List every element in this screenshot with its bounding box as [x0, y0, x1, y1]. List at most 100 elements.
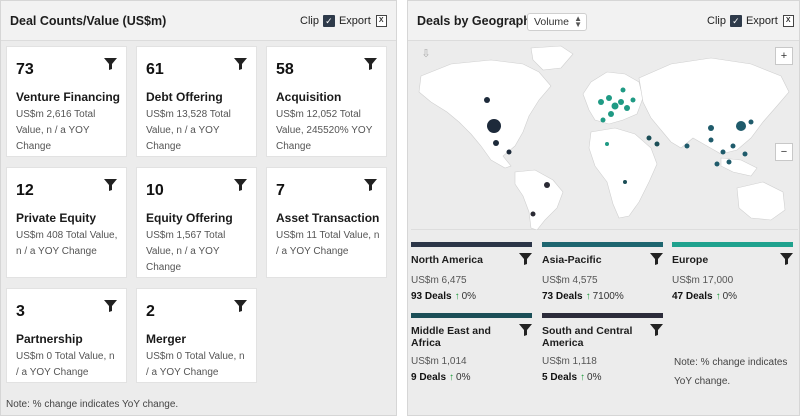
yoy-change: 0% [722, 291, 738, 302]
africa [588, 127, 658, 219]
filter-icon[interactable] [234, 58, 247, 70]
deal-summary: US$m 0 Total Value, n / a YOY Change [16, 351, 115, 378]
south-america [514, 169, 564, 231]
deal-summary: US$m 0 Total Value, n / a YOY Change [146, 351, 245, 378]
deal-type: Debt Offering [146, 90, 223, 104]
deal-count: 47 Deals [672, 291, 713, 302]
region-deals: 5 Deals ↑ 0% [542, 372, 601, 383]
deal-count: 7 [276, 182, 285, 199]
export-button[interactable]: Export [338, 15, 371, 27]
deal-type: Private Equity [16, 211, 97, 225]
filter-icon[interactable] [234, 179, 247, 191]
clip-checkbox[interactable]: ✓ [729, 15, 742, 27]
deal-summary: US$m 12,052 Total Value, 245520% YOY Cha… [276, 109, 373, 152]
deal-counts-header: Deal Counts/Value (US$m) Clip ✓ Export X [1, 1, 396, 41]
yoy-change: 0% [461, 291, 477, 302]
up-arrow-icon: ↑ [449, 372, 455, 383]
panel-title: Deal Counts/Value (US$m) [10, 14, 167, 28]
filter-icon[interactable] [104, 179, 117, 191]
deal-count: 58 [276, 61, 294, 78]
deal-card[interactable]: 7 Asset Transaction US$m 11 Total Value,… [266, 167, 387, 278]
yoy-change: 7100% [592, 291, 624, 302]
up-arrow-icon: ↑ [585, 291, 591, 302]
land-masses [418, 45, 790, 231]
yoy-note: Note: % change indicates YoY change. [674, 357, 788, 387]
world-map[interactable]: ⇩ + − [411, 42, 798, 231]
deal-count: 73 [16, 61, 34, 78]
filter-icon[interactable] [234, 300, 247, 312]
select-arrows-icon: ▲ ▼ [574, 14, 582, 29]
region-north-america[interactable]: North America US$m 6,475 93 Deals ↑ 0% [411, 242, 532, 312]
region-middle-east-africa[interactable]: Middle East and Africa US$m 1,014 9 Deal… [411, 313, 532, 387]
up-arrow-icon: ↑ [454, 291, 460, 302]
filter-icon[interactable] [364, 58, 377, 70]
southeast-asia [720, 157, 758, 177]
filter-icon[interactable] [104, 58, 117, 70]
clip-label: Clip [707, 15, 726, 27]
export-button[interactable]: Export [745, 15, 778, 27]
asia [638, 57, 790, 155]
deal-count: 9 Deals [411, 372, 447, 383]
metric-select[interactable]: Volume ▲ ▼ [527, 13, 587, 31]
deal-count: 93 Deals [411, 291, 452, 302]
panel-title: Deals by Geography [417, 14, 538, 28]
geography-header: Deals by Geography Volume ▲ ▼ Clip ✓ Expo… [408, 1, 799, 41]
clip-label: Clip [300, 15, 319, 27]
deal-counts-panel: Deal Counts/Value (US$m) Clip ✓ Export X… [0, 0, 397, 416]
deal-count: 3 [16, 303, 25, 320]
filter-icon[interactable] [519, 253, 532, 265]
yoy-change: 0% [587, 372, 602, 383]
deal-card[interactable]: 73 Venture Financing US$m 2,616 Total Va… [6, 46, 127, 157]
region-name: Middle East and Africa [411, 325, 491, 349]
filter-icon[interactable] [650, 253, 663, 265]
yoy-note: Note: % change indicates YoY change. [6, 399, 179, 410]
clip-checkbox[interactable]: ✓ [322, 15, 335, 27]
deal-type: Asset Transaction [276, 211, 380, 225]
region-color-bar [672, 242, 793, 247]
clip-export-controls: Clip ✓ Export X [707, 15, 794, 27]
up-arrow-icon: ↑ [715, 291, 721, 302]
zoom-in-button[interactable]: + [775, 47, 793, 65]
region-deals: 47 Deals ↑ 0% [672, 291, 737, 302]
filter-icon[interactable] [519, 324, 532, 336]
deal-card[interactable]: 2 Merger US$m 0 Total Value, n / a YOY C… [136, 288, 257, 383]
clip-export-controls: Clip ✓ Export X [300, 15, 387, 27]
region-deals: 73 Deals ↑ 7100% [542, 291, 624, 302]
region-deals: 9 Deals ↑ 0% [411, 372, 470, 383]
download-icon[interactable]: ⇩ [421, 48, 431, 60]
deal-card[interactable]: 61 Debt Offering US$m 13,528 Total Value… [136, 46, 257, 157]
deal-count: 10 [146, 182, 164, 199]
deal-count: 73 Deals [542, 291, 583, 302]
deal-card[interactable]: 10 Equity Offering US$m 1,567 Total Valu… [136, 167, 257, 278]
region-color-bar [542, 242, 663, 247]
deal-count: 2 [146, 303, 155, 320]
region-asia-pacific[interactable]: Asia-Pacific US$m 4,575 73 Deals ↑ 7100% [542, 242, 663, 312]
region-europe[interactable]: Europe US$m 17,000 47 Deals ↑ 0% [672, 242, 793, 312]
deal-card[interactable]: 58 Acquisition US$m 12,052 Total Value, … [266, 46, 387, 157]
region-south-central-america[interactable]: South and Central America US$m 1,118 5 D… [542, 313, 663, 387]
europe [582, 71, 644, 125]
up-arrow-icon: ↑ [580, 372, 586, 383]
excel-icon[interactable]: X [782, 15, 794, 27]
region-name: Europe [672, 254, 709, 266]
deal-card[interactable]: 3 Partnership US$m 0 Total Value, n / a … [6, 288, 127, 383]
region-value: US$m 6,475 [411, 275, 467, 286]
deal-card[interactable]: 12 Private Equity US$m 408 Total Value, … [6, 167, 127, 278]
region-value: US$m 4,575 [542, 275, 598, 286]
deal-type: Acquisition [276, 90, 342, 104]
deal-summary: US$m 1,567 Total Value, n / a YOY Change [146, 230, 226, 273]
filter-icon[interactable] [650, 324, 663, 336]
deal-summary: US$m 408 Total Value, n / a YOY Change [16, 230, 118, 257]
deal-summary: US$m 13,528 Total Value, n / a YOY Chang… [146, 109, 231, 152]
deal-count: 5 Deals [542, 372, 578, 383]
filter-icon[interactable] [364, 179, 377, 191]
filter-icon[interactable] [104, 300, 117, 312]
zoom-out-button[interactable]: − [775, 143, 793, 161]
yoy-change: 0% [456, 372, 471, 383]
region-color-bar [411, 242, 532, 247]
excel-icon[interactable]: X [375, 15, 387, 27]
region-deals: 93 Deals ↑ 0% [411, 291, 476, 302]
filter-icon[interactable] [780, 253, 793, 265]
region-value: US$m 17,000 [672, 275, 734, 286]
deal-type: Merger [146, 332, 187, 346]
